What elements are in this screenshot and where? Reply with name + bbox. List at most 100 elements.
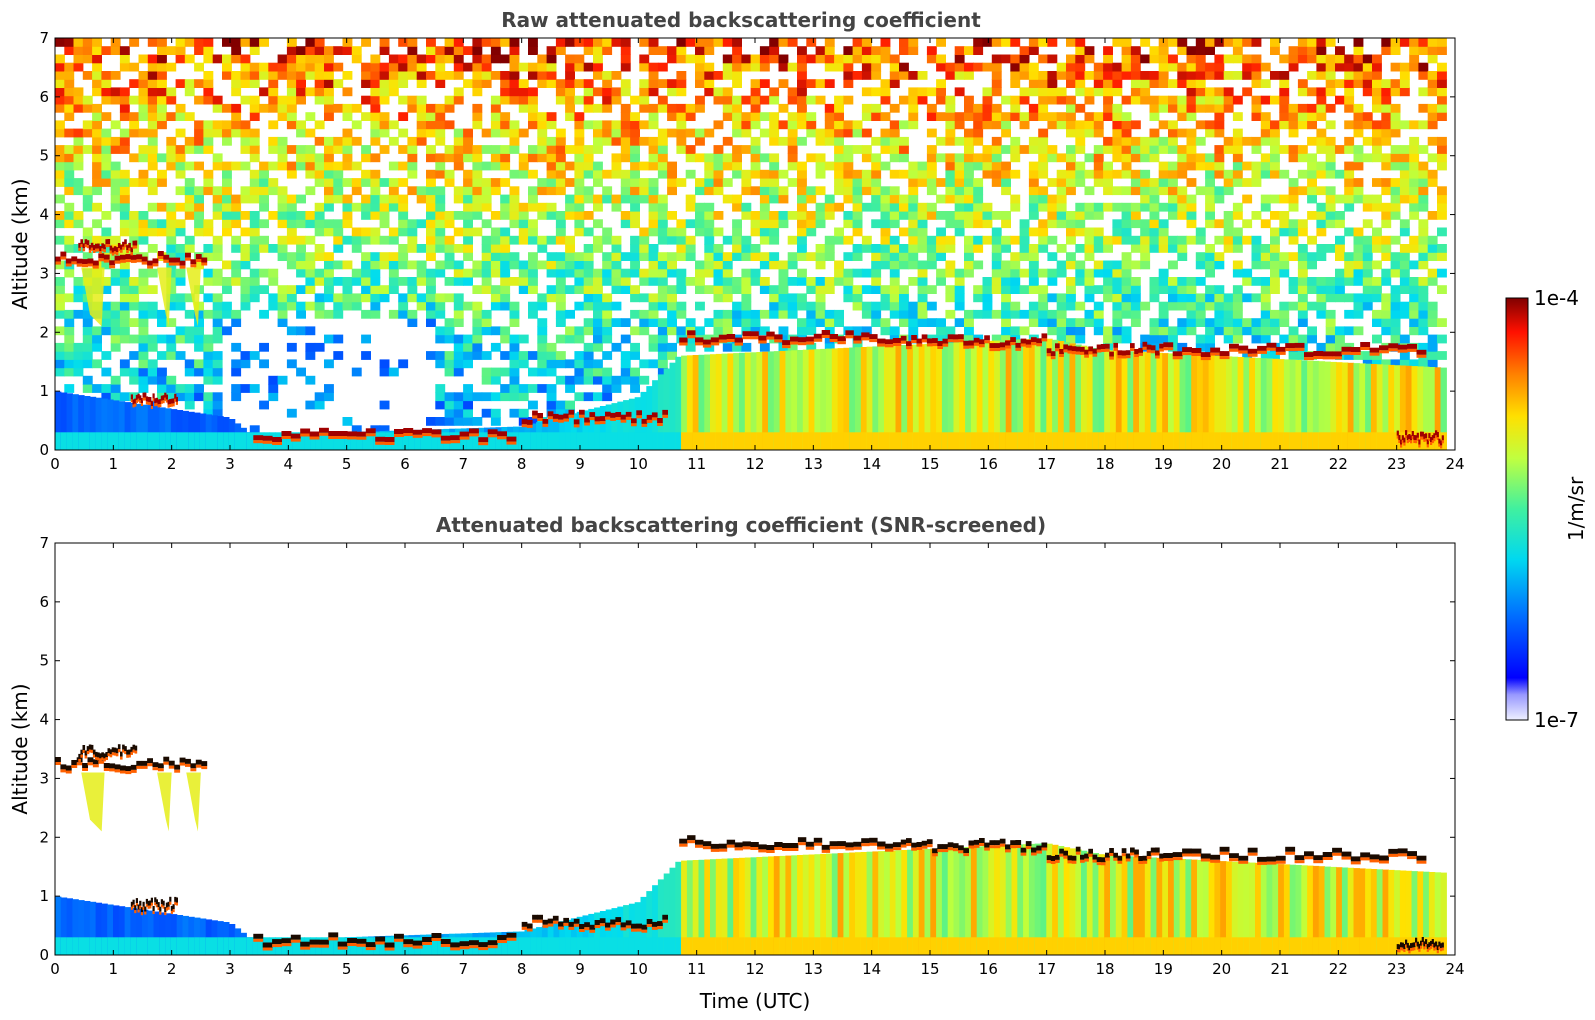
noise-cell [119, 62, 130, 72]
noise-cell [1260, 202, 1271, 212]
noise-cell [574, 227, 585, 237]
noise-cell [184, 54, 195, 64]
noise-cell [1149, 211, 1160, 220]
noise-cell [212, 359, 223, 369]
noise-cell [1381, 128, 1392, 138]
noise-cell [1344, 202, 1355, 212]
noise-cell [240, 62, 251, 72]
noise-cell [147, 309, 158, 319]
boundary-layer-column [1388, 364, 1395, 450]
noise-cell [1251, 95, 1262, 105]
boundary-layer-column [1365, 363, 1372, 450]
noise-cell [1307, 178, 1317, 187]
noise-cell [1316, 95, 1327, 105]
cloud-layer-edge [1403, 442, 1406, 446]
noise-cell [119, 211, 130, 220]
noise-cell [1195, 95, 1206, 105]
noise-cell [546, 342, 557, 352]
noise-cell [880, 186, 891, 196]
noise-cell [695, 277, 705, 286]
cloud-layer-segment [154, 398, 157, 404]
noise-cell [55, 301, 65, 311]
noise-cell [1390, 293, 1401, 303]
surface-layer-cell [884, 432, 891, 450]
noise-cell [184, 326, 195, 336]
cloud-layer-segment [1403, 437, 1406, 443]
noise-cell [1279, 103, 1290, 113]
noise-cell [240, 293, 251, 303]
noise-cell [555, 128, 566, 138]
noise-cell [351, 136, 362, 146]
cloud-layer-edge [1172, 356, 1183, 360]
noise-cell [1038, 54, 1049, 64]
noise-cell [639, 235, 650, 245]
noise-cell [1381, 293, 1392, 303]
cloud-layer-edge [150, 406, 153, 409]
noise-cell [184, 79, 195, 88]
surface-layer-cell [715, 432, 723, 450]
noise-cell [964, 169, 974, 179]
noise-cell [203, 400, 214, 410]
noise-cell [509, 79, 520, 88]
noise-cell [630, 202, 640, 212]
noise-cell [593, 285, 603, 294]
cloud-layer-edge [1379, 350, 1389, 354]
noise-cell [481, 268, 492, 278]
noise-cell [249, 71, 260, 80]
noise-cell [1409, 54, 1420, 64]
noise-cell [713, 293, 724, 303]
noise-cell [73, 136, 84, 146]
noise-cell [1353, 62, 1364, 72]
noise-cell [435, 400, 446, 410]
noise-cell [1186, 301, 1197, 311]
noise-cell [203, 227, 214, 237]
noise-cell [1038, 79, 1049, 88]
noise-cell [73, 219, 84, 229]
noise-cell [1242, 62, 1253, 72]
noise-cell [435, 301, 446, 311]
noise-cell [908, 178, 919, 187]
noise-cell [472, 202, 483, 212]
boundary-layer-column [1376, 364, 1384, 450]
noise-cell [834, 161, 844, 171]
noise-cell [555, 408, 566, 418]
noise-cell [1158, 103, 1169, 113]
noise-cell [1205, 202, 1215, 212]
noise-cell [361, 252, 371, 261]
noise-cell [1362, 268, 1373, 278]
noise-cell [1353, 235, 1364, 245]
noise-cell [1399, 309, 1410, 319]
noise-cell [184, 384, 195, 393]
cloud-layer-segment [469, 428, 479, 434]
noise-cell [1075, 202, 1086, 212]
noise-cell [1399, 71, 1410, 80]
surface-layer-cell [1336, 432, 1343, 450]
noise-cell [370, 79, 381, 88]
noise-cell [528, 169, 538, 179]
cloud-layer-edge [440, 440, 451, 444]
noise-cell [973, 202, 984, 212]
noise-cell [834, 112, 844, 121]
cloud-layer-edge [1134, 354, 1139, 357]
noise-cell [1028, 252, 1039, 261]
noise-cell [1205, 87, 1215, 97]
noise-cell [82, 227, 93, 237]
noise-cell [1390, 268, 1401, 278]
cloud-layer-segment [782, 340, 791, 346]
noise-cell [157, 178, 167, 187]
noise-cell [407, 235, 418, 245]
noise-cell [546, 202, 557, 212]
boundary-layer-column [1347, 362, 1355, 450]
noise-cell [769, 285, 780, 294]
noise-cell [778, 169, 789, 179]
noise-cell [1372, 293, 1382, 303]
noise-cell [203, 293, 214, 303]
noise-cell [1112, 202, 1123, 212]
noise-cell [954, 178, 965, 187]
noise-cell [286, 260, 297, 270]
noise-cell [1112, 293, 1123, 303]
surface-layer-cell [460, 432, 468, 450]
noise-cell [1103, 161, 1113, 171]
surface-layer-cell [397, 432, 404, 450]
cloud-layer-segment [1398, 435, 1401, 440]
